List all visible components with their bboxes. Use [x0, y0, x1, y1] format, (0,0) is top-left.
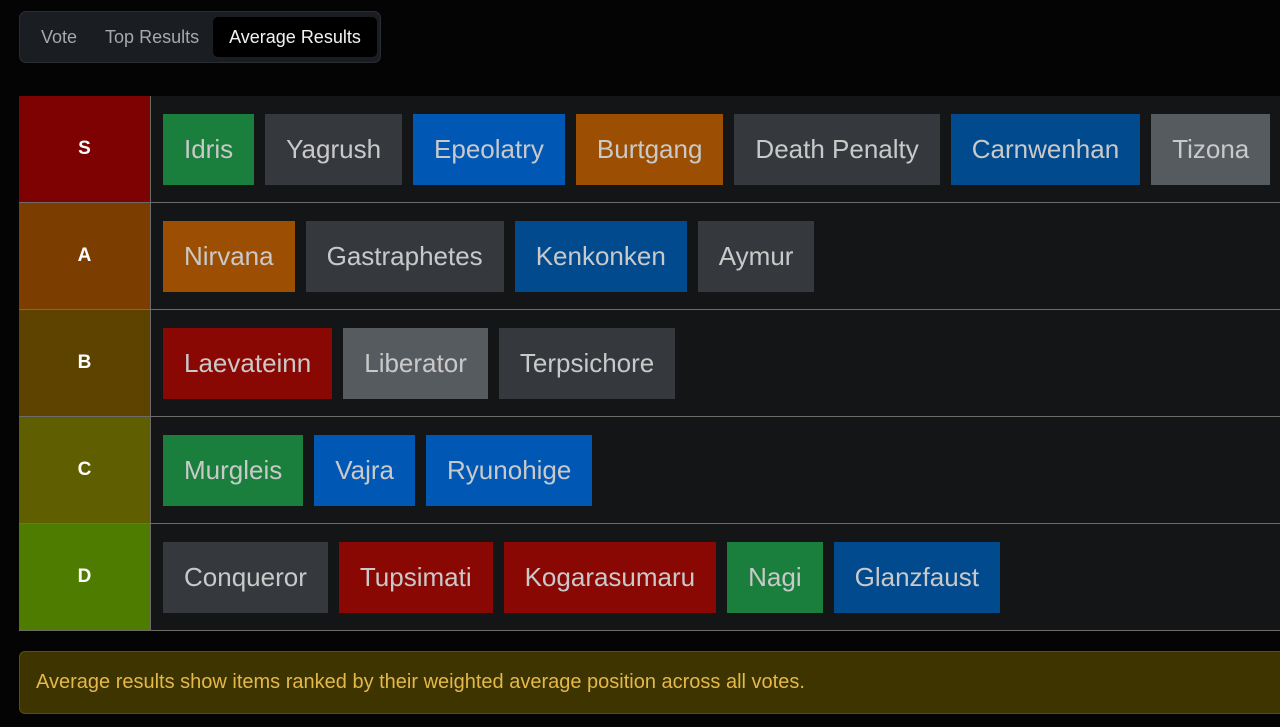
- notice-text: Average results show items ranked by the…: [36, 671, 805, 693]
- tier-item[interactable]: Nagi: [727, 541, 823, 613]
- tier-item[interactable]: Gastraphetes: [305, 220, 504, 292]
- tier-row-a: A Nirvana Gastraphetes Kenkonken Aymur: [19, 203, 1280, 310]
- tier-row-s: S Idris Yagrush Epeolatry Burtgang Death Pena…: [19, 96, 1280, 203]
- tier-label: S: [19, 96, 151, 202]
- tier-row-c: C Murgleis Vajra Ryunohige: [19, 417, 1280, 524]
- tab-top-results[interactable]: Top Results: [105, 26, 200, 47]
- tier-items: Idris Yagrush Epeolatry Burtgang Death Penal…: [151, 96, 1280, 202]
- tier-item[interactable]: Murgleis: [163, 434, 304, 506]
- tier-row-d: D Conqueror Tupsimati Kogarasumaru Nagi Glanz…: [19, 524, 1280, 631]
- tier-item[interactable]: Death Penalty: [734, 113, 940, 185]
- view-tabs: Vote Top Results Average Results: [19, 11, 381, 63]
- tier-item[interactable]: Laevateinn: [163, 327, 333, 399]
- tier-item[interactable]: Yagrush: [265, 113, 403, 185]
- tier-item[interactable]: Tizona: [1151, 113, 1271, 185]
- tier-items: Conqueror Tupsimati Kogarasumaru Nagi Glanzf…: [151, 524, 1280, 630]
- tier-items: Nirvana Gastraphetes Kenkonken Aymur: [151, 203, 1280, 309]
- tier-item[interactable]: Nirvana: [163, 220, 295, 292]
- average-results-notice: Average results show items ranked by the…: [19, 651, 1280, 714]
- tier-item[interactable]: Tupsimati: [338, 541, 493, 613]
- tier-items: Murgleis Vajra Ryunohige: [151, 417, 1280, 523]
- tier-item[interactable]: Ryunohige: [426, 434, 593, 506]
- tier-label: A: [19, 203, 151, 309]
- tier-item[interactable]: Epeolatry: [413, 113, 565, 185]
- tier-label: D: [19, 524, 151, 630]
- tier-item[interactable]: Liberator: [343, 327, 488, 399]
- tier-item[interactable]: Burtgang: [575, 113, 724, 185]
- tier-item[interactable]: Conqueror: [163, 541, 328, 613]
- tier-item[interactable]: Aymur: [697, 220, 815, 292]
- tier-item[interactable]: Glanzfaust: [833, 541, 1000, 613]
- tier-row-b: B Laevateinn Liberator Terpsichore: [19, 310, 1280, 417]
- tier-items: Laevateinn Liberator Terpsichore: [151, 310, 1280, 416]
- tier-item[interactable]: Vajra: [314, 434, 416, 506]
- tab-average-results[interactable]: Average Results: [213, 17, 377, 57]
- tier-item[interactable]: Terpsichore: [498, 327, 676, 399]
- tier-list: S Idris Yagrush Epeolatry Burtgang Death Pena…: [19, 96, 1280, 631]
- tab-vote[interactable]: Vote: [41, 26, 78, 47]
- tier-label: B: [19, 310, 151, 416]
- tier-item[interactable]: Idris: [163, 113, 255, 185]
- tier-label: C: [19, 417, 151, 523]
- tier-item[interactable]: Carnwenhan: [950, 113, 1141, 185]
- tier-item[interactable]: Kenkonken: [514, 220, 687, 292]
- tier-item[interactable]: Kogarasumaru: [503, 541, 717, 613]
